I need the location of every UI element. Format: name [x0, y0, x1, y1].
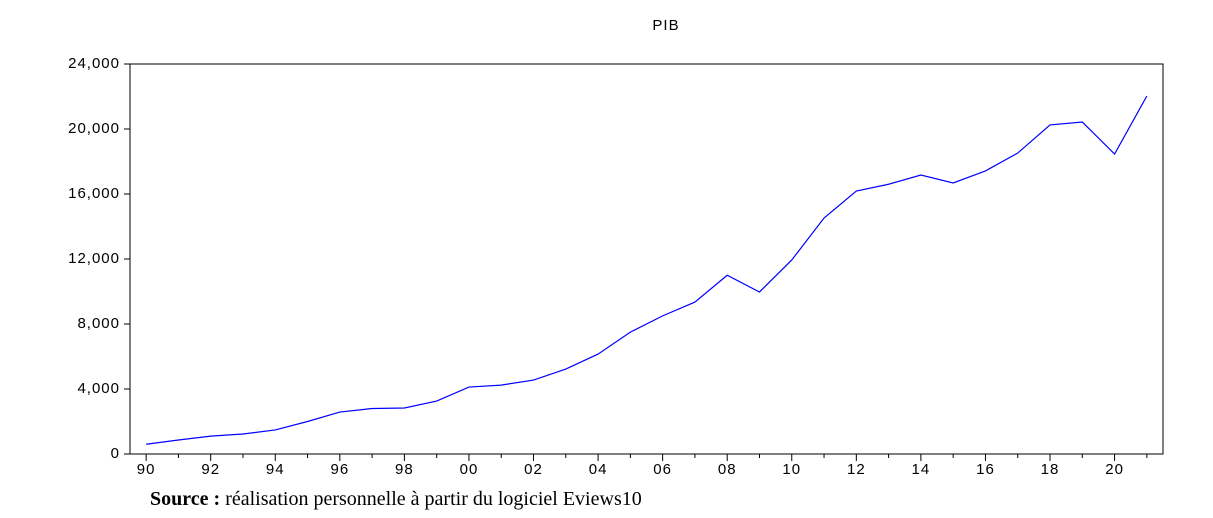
- x-tick-label: 16: [976, 461, 995, 478]
- plot-frame: [129, 63, 1164, 455]
- source-text: réalisation personnelle à partir du logi…: [225, 488, 642, 510]
- x-tick-label: 20: [1105, 461, 1124, 478]
- x-tick-label: 92: [201, 461, 220, 478]
- x-tick-label: 96: [330, 461, 349, 478]
- y-tick-label: 0: [111, 445, 120, 462]
- x-tick-label: 02: [524, 461, 543, 478]
- x-tick-label: 14: [912, 461, 931, 478]
- source-note: Source : réalisation personnelle à parti…: [150, 488, 642, 511]
- x-tick-label: 10: [782, 461, 801, 478]
- y-tick-label: 20,000: [68, 120, 120, 137]
- source-label: Source :: [150, 488, 221, 510]
- x-tick-label: 94: [266, 461, 285, 478]
- x-tick-label: 98: [395, 461, 414, 478]
- x-tick-label: 00: [460, 461, 479, 478]
- x-tick-label: 04: [589, 461, 608, 478]
- y-tick-label: 4,000: [77, 380, 120, 397]
- x-tick-label: 06: [653, 461, 672, 478]
- y-tick-label: 8,000: [77, 315, 120, 332]
- chart-title: PIB: [652, 17, 679, 34]
- x-tick-label: 12: [847, 461, 866, 478]
- chart: PIB 0 4,000 8,000 12,000 16,000 20,000 24,000 9…: [68, 17, 1164, 478]
- data-line: [146, 95, 1148, 445]
- y-tick-label: 16,000: [68, 185, 120, 202]
- x-tick-label: 08: [718, 461, 737, 478]
- y-tick-label: 12,000: [68, 250, 120, 267]
- x-tick-label: 90: [137, 461, 156, 478]
- x-tick-label: 18: [1041, 461, 1060, 478]
- y-tick-label: 24,000: [68, 55, 120, 72]
